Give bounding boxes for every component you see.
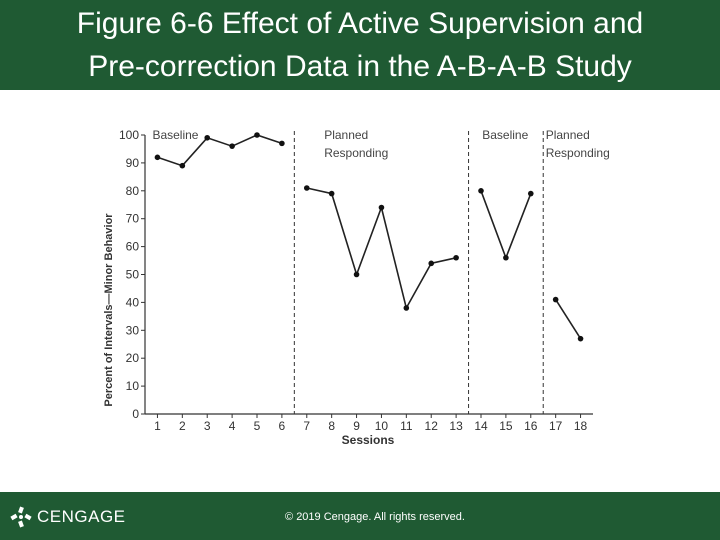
- x-tick-label: 8: [328, 419, 335, 433]
- data-point: [328, 190, 335, 197]
- data-point: [279, 140, 285, 147]
- y-axis-label: Percent of Intervals—Minor Behavior: [103, 213, 115, 407]
- series-line: [555, 299, 582, 340]
- y-tick-label: 80: [126, 184, 140, 198]
- x-tick-label: 7: [303, 419, 310, 433]
- data-point: [552, 296, 559, 303]
- data-point: [478, 188, 484, 194]
- x-tick-label: 11: [400, 419, 413, 433]
- data-point: [154, 154, 161, 161]
- phase-label: Planned: [324, 128, 368, 142]
- axes: [144, 135, 593, 415]
- data-point: [179, 162, 186, 169]
- data-point: [577, 335, 584, 342]
- phase-lines: [293, 131, 544, 414]
- x-tick-label: 9: [353, 419, 360, 433]
- footer-bar: CENGAGE © 2019 Cengage. All rights reser…: [0, 492, 720, 540]
- y-tick-label: 40: [126, 295, 140, 309]
- data-point: [428, 260, 435, 267]
- phase-label: Baseline: [152, 128, 198, 142]
- x-tick-label: 4: [229, 419, 236, 433]
- y-tick-label: 60: [126, 240, 140, 254]
- x-tick-label: 16: [524, 419, 538, 433]
- x-tick-label: 6: [279, 419, 286, 433]
- x-tick-label: 5: [254, 419, 261, 433]
- series-line: [157, 134, 283, 167]
- data-series: [154, 132, 584, 342]
- title-line-1: Figure 6-6 Effect of Active Supervision …: [76, 7, 644, 40]
- data-point: [229, 143, 235, 149]
- data-point: [403, 305, 410, 311]
- phase-label: Planned: [546, 128, 590, 142]
- x-tick-label: 15: [499, 419, 513, 433]
- brand-name: CENGAGE: [37, 507, 126, 526]
- y-tick-label: 50: [126, 268, 140, 282]
- slide-title: Figure 6-6 Effect of Active Supervision …: [0, 0, 720, 88]
- phase-label: Baseline: [482, 128, 528, 142]
- data-point: [353, 271, 360, 278]
- data-point: [453, 254, 459, 261]
- cengage-logo-icon: [10, 506, 32, 528]
- x-axis-label: Sessions: [342, 433, 395, 447]
- x-tick-label: 17: [549, 419, 563, 433]
- y-tick-label: 10: [126, 379, 140, 393]
- phase-label-line2: Responding: [324, 146, 388, 160]
- x-tick-label: 13: [449, 419, 463, 433]
- x-tick-label: 10: [375, 419, 389, 433]
- y-tick-label: 100: [119, 128, 139, 142]
- title-line-2: Pre-correction Data in the A-B-A-B Study: [88, 50, 632, 83]
- x-tick-label: 1: [154, 419, 161, 433]
- header-bar: Figure 6-6 Effect of Active Supervision …: [0, 0, 720, 90]
- data-point: [204, 134, 211, 141]
- phase-labels: Baseline Planned Responding Baseline Planned…: [152, 128, 609, 160]
- cengage-logo: CENGAGE: [10, 506, 126, 528]
- x-tick-label: 2: [179, 419, 186, 433]
- x-tick-label: 3: [204, 419, 211, 433]
- data-point: [503, 254, 509, 261]
- data-point: [303, 185, 310, 191]
- y-tick-label: 70: [126, 212, 140, 226]
- data-point: [378, 204, 385, 211]
- copyright-notice: © 2019 Cengage. All rights reserved.: [285, 511, 465, 523]
- line-chart: 0 10 20 30 40 50 60 70 80 90 100 1 2 3 4 5 6 7 8 9 10 11 12 13 1…: [0, 90, 720, 492]
- series-line: [480, 190, 532, 261]
- y-tick-label: 20: [126, 351, 140, 365]
- data-point: [527, 190, 534, 197]
- phase-label-line2: Responding: [546, 146, 610, 160]
- data-point: [254, 132, 260, 138]
- x-tick-label: 12: [425, 419, 439, 433]
- x-tick-label: 18: [574, 419, 588, 433]
- y-tick-label: 30: [126, 323, 140, 337]
- y-tick-label: 90: [126, 156, 140, 170]
- x-tick-label: 14: [474, 419, 488, 433]
- y-tick-label: 0: [132, 407, 139, 421]
